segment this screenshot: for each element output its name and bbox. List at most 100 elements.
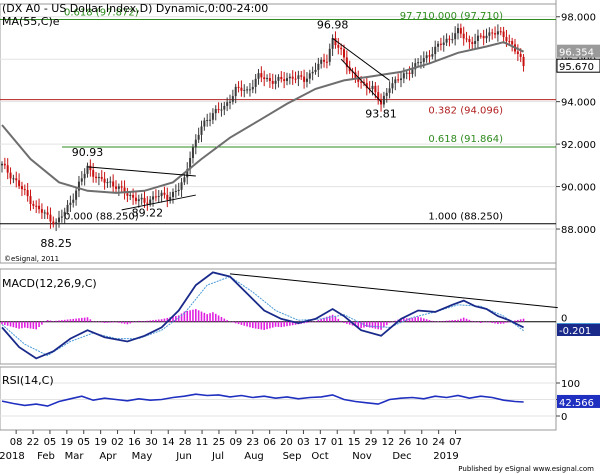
x-day-label: 30 xyxy=(145,437,158,448)
macd-histogram-bar xyxy=(209,313,211,322)
macd-histogram-bar xyxy=(43,321,46,323)
candle-body xyxy=(203,120,206,127)
candle-body xyxy=(337,45,340,48)
candle-body xyxy=(428,55,431,57)
candle-body xyxy=(66,204,69,212)
candle-body xyxy=(437,43,440,47)
macd-histogram-bar xyxy=(172,316,174,322)
candle-body xyxy=(400,78,402,81)
macd-histogram-bar xyxy=(368,321,371,328)
macd-histogram-bar xyxy=(240,321,243,325)
macd-histogram-bar xyxy=(320,318,322,322)
candle-body xyxy=(519,53,522,57)
candle-body xyxy=(328,48,331,62)
candle-body xyxy=(214,109,217,114)
macd-histogram-bar xyxy=(38,321,40,328)
macd-histogram-bar xyxy=(366,321,368,327)
price-tick-label: 94.000 xyxy=(561,98,596,109)
candle-body xyxy=(402,73,405,79)
candle-body xyxy=(308,73,311,79)
macd-histogram-bar xyxy=(214,313,217,322)
macd-histogram-bar xyxy=(354,321,357,327)
candle-body xyxy=(38,205,41,210)
candle-body xyxy=(29,196,32,204)
price-annotation: 89.22 xyxy=(132,206,164,219)
macd-histogram-bar xyxy=(440,321,442,322)
x-month-label: Aug xyxy=(244,451,264,462)
macd-last-value: -0.201 xyxy=(559,326,591,337)
candle-body xyxy=(288,76,291,79)
macd-histogram-bar xyxy=(180,313,183,322)
macd-histogram-bar xyxy=(497,321,499,324)
macd-histogram-bar xyxy=(499,321,502,324)
candle-body xyxy=(132,194,135,198)
macd-histogram-bar xyxy=(32,321,35,329)
x-day-label: 02 xyxy=(111,437,124,448)
candle-body xyxy=(354,72,357,78)
candle-body xyxy=(505,37,508,42)
x-day-label: 19 xyxy=(94,437,107,448)
candle-body xyxy=(345,57,348,68)
candle-body xyxy=(502,31,505,38)
candle-body xyxy=(314,69,317,72)
macd-histogram-bar xyxy=(252,321,254,329)
macd-histogram-bar xyxy=(451,320,454,322)
macd-histogram-bar xyxy=(243,321,246,326)
macd-histogram-bar xyxy=(135,321,137,323)
candle-body xyxy=(60,216,63,218)
macd-histogram-bar xyxy=(340,320,342,322)
candle-body xyxy=(140,197,143,200)
macd-histogram-bar xyxy=(78,318,80,322)
macd-histogram-bar xyxy=(445,320,448,322)
x-day-label: 03 xyxy=(297,437,310,448)
macd-histogram-bar xyxy=(58,320,60,322)
macd-histogram-bar xyxy=(63,319,66,322)
macd-histogram-bar xyxy=(157,319,160,322)
candle-body xyxy=(257,73,260,79)
macd-histogram-bar xyxy=(220,316,223,322)
macd-trendline xyxy=(229,273,558,309)
candle-body xyxy=(157,196,160,198)
macd-histogram-bar xyxy=(175,316,177,322)
candle-body xyxy=(211,113,214,120)
level-label: 1.000 (88.250) xyxy=(428,212,503,223)
x-month-label: Apr xyxy=(99,451,117,462)
price-tick-label: 98.000 xyxy=(561,13,596,24)
macd-histogram-bar xyxy=(346,321,348,324)
macd-histogram-bar xyxy=(331,314,334,322)
macd-histogram-bar xyxy=(363,321,365,328)
candle-body xyxy=(18,180,21,187)
candle-body xyxy=(417,62,420,64)
x-day-label: 29 xyxy=(365,437,378,448)
x-month-label: Oct xyxy=(311,451,328,462)
x-month-label: May xyxy=(132,451,153,462)
candle-body xyxy=(200,126,203,135)
macd-histogram-bar xyxy=(212,312,214,322)
candle-body xyxy=(126,193,129,196)
copyright-label: ©eSignal, 2011 xyxy=(4,255,59,263)
candle-body xyxy=(254,78,257,87)
candle-body xyxy=(360,81,363,83)
candle-body xyxy=(482,35,485,39)
macd-histogram-bar xyxy=(129,321,132,324)
candle-body xyxy=(217,109,220,111)
x-day-label: 11 xyxy=(196,437,209,448)
macd-histogram-bar xyxy=(414,317,417,322)
macd-histogram-bar xyxy=(485,321,488,323)
candle-body xyxy=(251,86,254,90)
macd-histogram-bar xyxy=(314,321,317,322)
macd-histogram-bar xyxy=(465,318,468,322)
candle-body xyxy=(240,87,243,91)
macd-histogram-bar xyxy=(425,319,428,322)
candle-body xyxy=(115,186,117,189)
candle-body xyxy=(434,46,437,55)
candle-body xyxy=(191,147,194,158)
candle-body xyxy=(6,165,9,173)
x-month-label: Mar xyxy=(65,451,85,462)
macd-histogram-bar xyxy=(286,321,288,327)
candle-body xyxy=(223,105,226,110)
x-day-label: 26 xyxy=(398,437,411,448)
candle-body xyxy=(439,43,442,45)
rsi-tick-label: 0 xyxy=(561,412,567,423)
candle-body xyxy=(35,205,38,207)
